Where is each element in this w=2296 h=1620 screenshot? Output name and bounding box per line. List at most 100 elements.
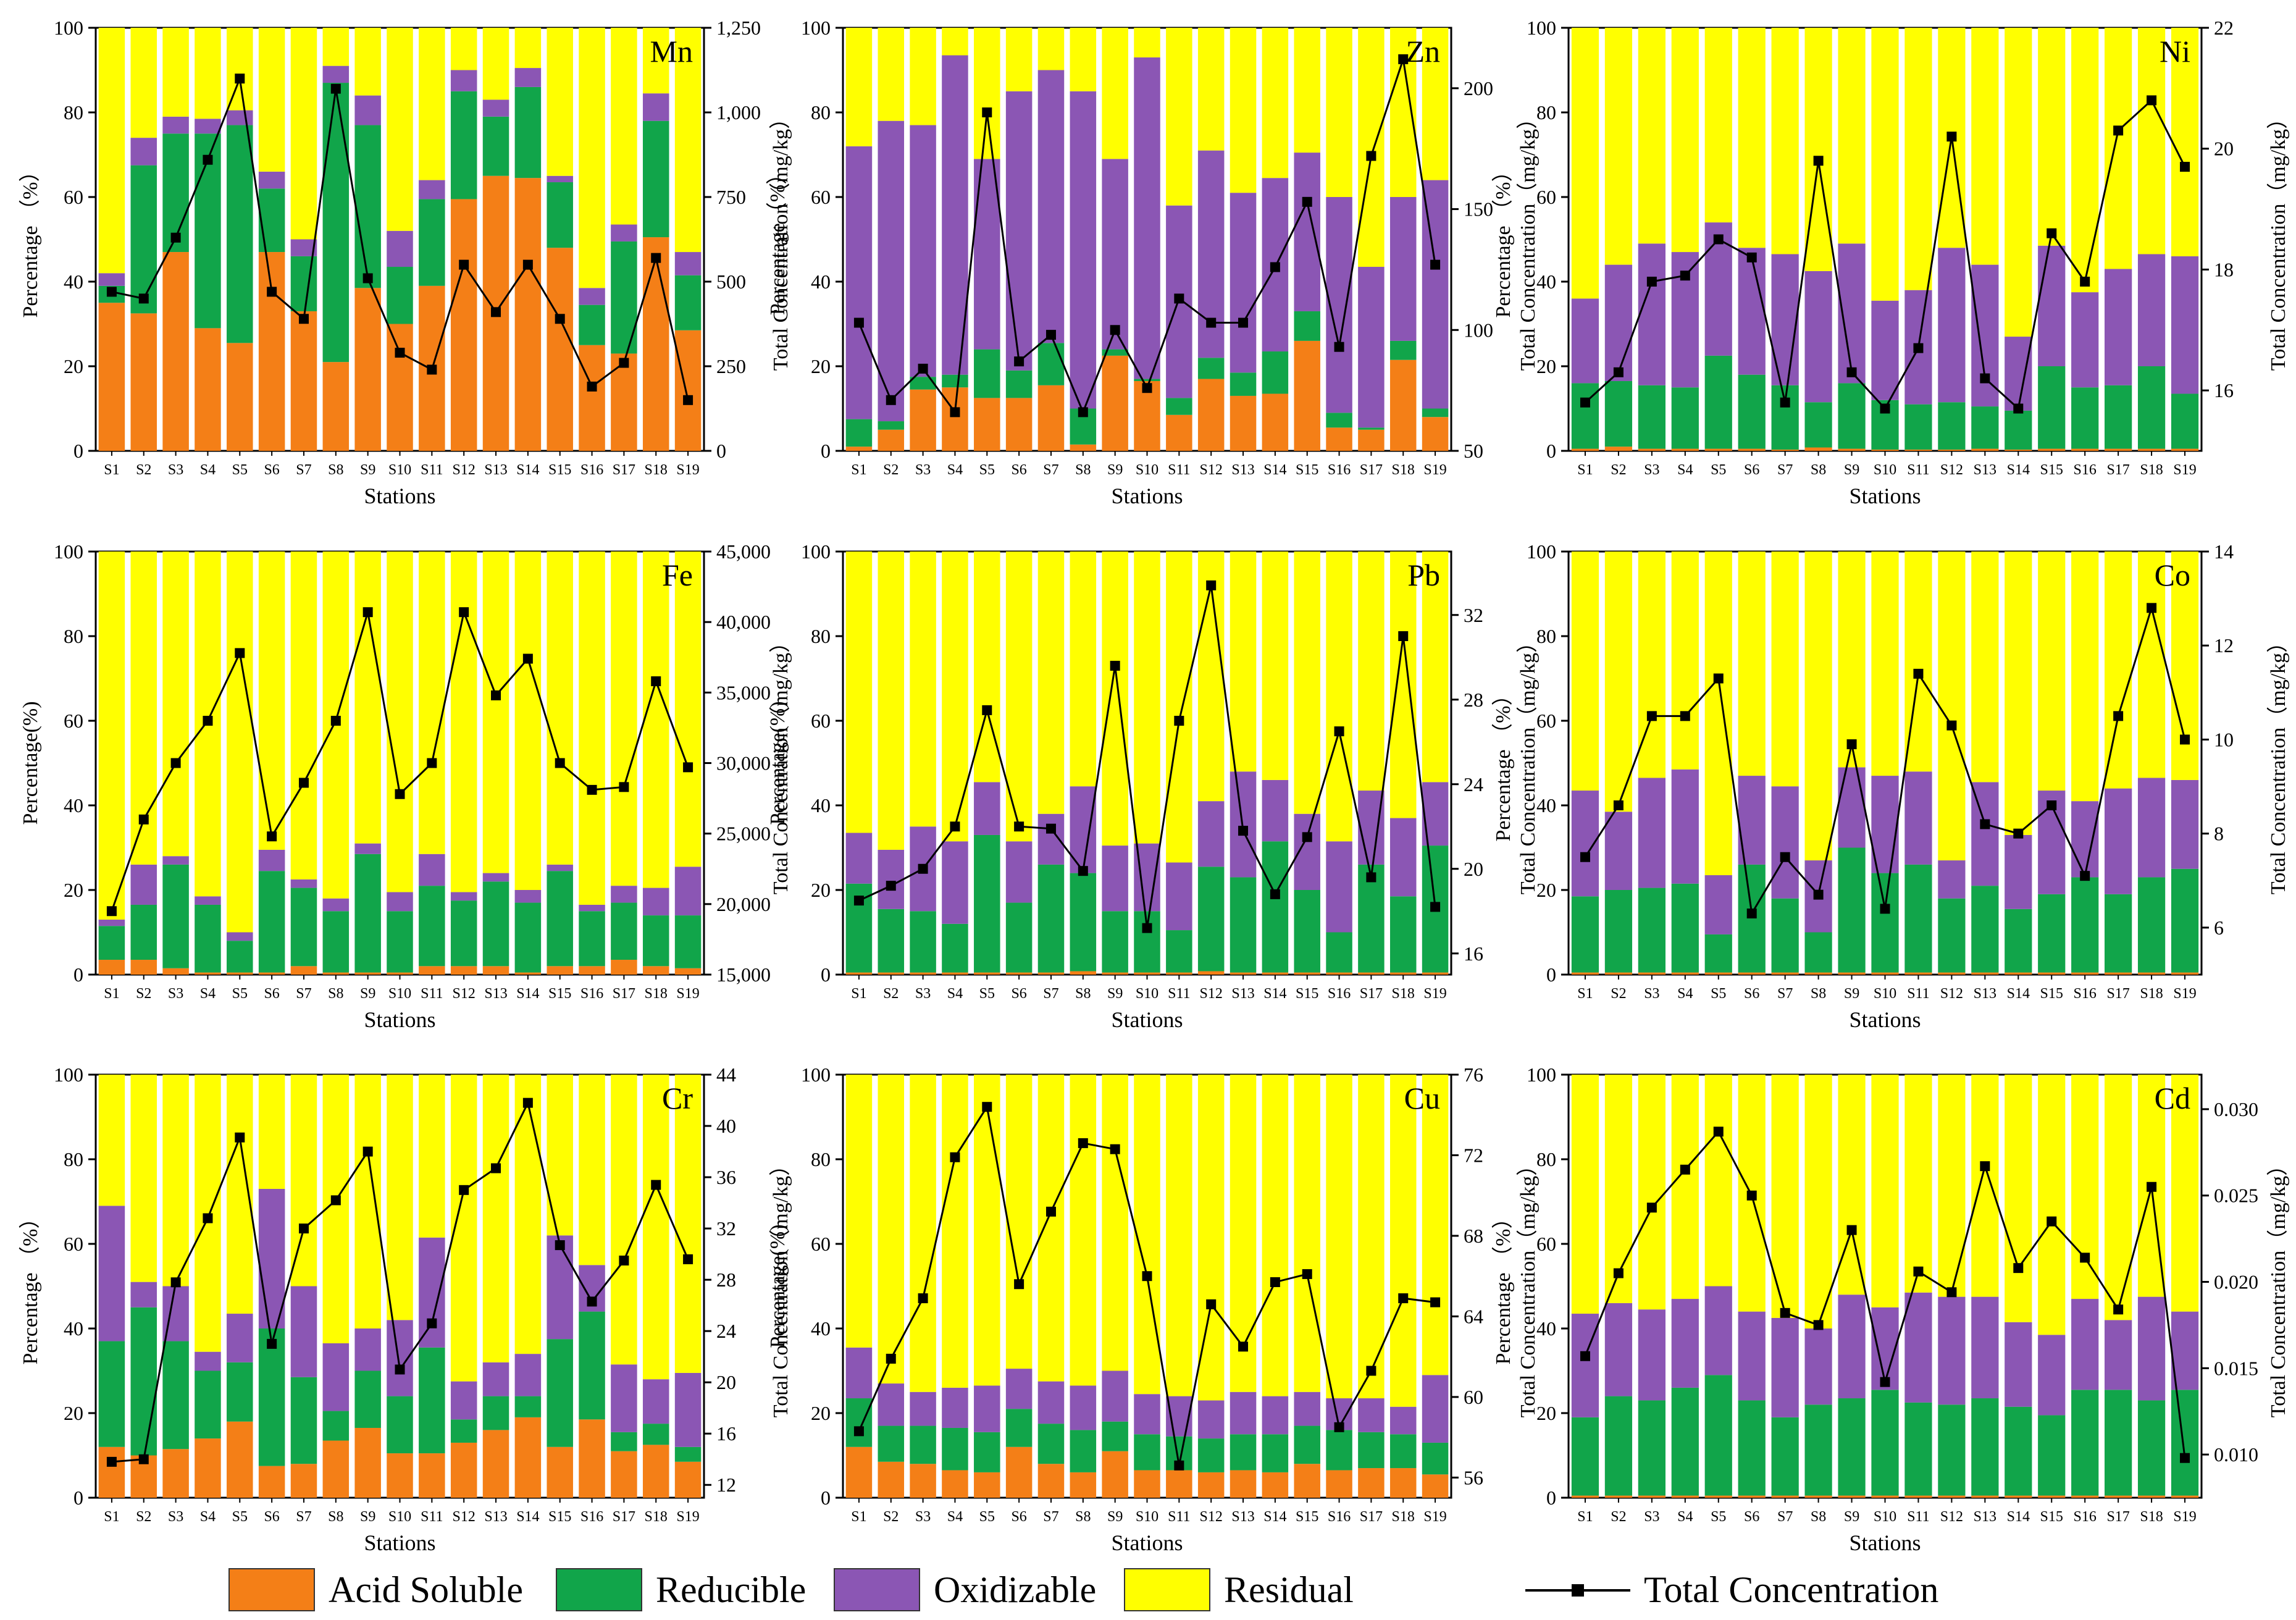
panel-cd-bar-s10-oxidizable (1871, 1307, 1899, 1390)
panel-cu-bar-s17-oxidizable (1358, 1398, 1385, 1432)
panel-co-bar-s16-reducible (2071, 877, 2099, 973)
panel-cu-bar-s10-acid-soluble (1134, 1470, 1160, 1498)
panel-zn-bar-s15-acid-soluble (1294, 340, 1320, 451)
panel-mn-x-tick-label: S10 (388, 462, 411, 478)
panel-cr-bar-s14-residual (514, 1075, 542, 1354)
panel-mn-bar-s19-oxidizable (674, 252, 702, 275)
panel-cr-bar-s7-acid-soluble (290, 1464, 317, 1498)
panel-fe-bar-s10-reducible (387, 911, 413, 973)
panel-cd-right-axis-title: Total Concentration（mg/kg） (2266, 1155, 2290, 1417)
panel-cr-bar-s9-acid-soluble (354, 1427, 381, 1498)
panel-cd-total-marker-s6 (1746, 1190, 1757, 1201)
panel-mn-bar-s2-reducible (130, 165, 157, 314)
panel-pb-total-marker-s17 (1366, 872, 1376, 883)
panel-cu-bar-s7-oxidizable (1037, 1381, 1065, 1424)
panel-cr-x-tick-label: S18 (645, 1509, 668, 1525)
panel-co-bar-s3-acid-soluble (1638, 972, 1665, 975)
panel-cd-bar-s5-oxidizable (1704, 1286, 1732, 1375)
panel-zn-total-marker-s3 (918, 363, 928, 374)
panel-cu-bar-s17-reducible (1358, 1432, 1385, 1469)
panel-pb-total-marker-s10 (1142, 923, 1152, 933)
panel-pb-bar-s7-residual (1037, 552, 1065, 814)
panel-cd-bar-s10-acid-soluble (1871, 1495, 1899, 1498)
panel-cr-bar-s11-acid-soluble (419, 1453, 445, 1498)
panel-co-bar-s16-acid-soluble (2071, 972, 2099, 975)
panel-pb-x-tick-label: S10 (1136, 986, 1158, 1002)
panel-fe-bar-s18-reducible (642, 915, 669, 967)
panel-zn-bar-s19-oxidizable (1422, 180, 1449, 409)
panel-co-bar-s5-reducible (1704, 934, 1732, 973)
panel-mn-bar-s6-reducible (258, 188, 285, 253)
panel-cd-left-tick-label: 0 (1546, 1487, 1556, 1509)
panel-cr-left-tick-label: 100 (54, 1064, 83, 1086)
panel-co-x-tick-label: S10 (1874, 986, 1896, 1002)
panel-cd-x-tick-label: S6 (1744, 1509, 1759, 1525)
panel-mn-bar-s13-reducible (482, 116, 509, 176)
panel-co-bar-s18-residual (2137, 552, 2166, 778)
panel-co-bar-s7-residual (1771, 552, 1799, 787)
panel-pb-bar-s1-residual (845, 552, 873, 833)
panel-cd-right-tick-label: 0.015 (2214, 1357, 2258, 1379)
panel-zn-bar-s6-reducible (1005, 370, 1033, 398)
panel-pb-bar-s18-oxidizable (1389, 818, 1417, 897)
panel-fe-bar-s16-residual (579, 552, 605, 905)
panel-zn-total-marker-s12 (1206, 317, 1217, 328)
panel-cr-bar-s3-reducible (162, 1341, 189, 1450)
panel-cr-x-tick-label: S15 (548, 1509, 571, 1525)
panel-cr-total-marker-s17 (619, 1255, 629, 1265)
panel-cu-bar-s8-residual (1070, 1075, 1097, 1386)
panel-pb-x-tick-label: S7 (1043, 986, 1058, 1002)
panel-cu-bar-s8-reducible (1070, 1430, 1097, 1472)
panel-fe-total-marker-s4 (203, 716, 213, 726)
panel-mn-bar-s5-reducible (227, 125, 253, 343)
panel-pb-total-marker-s7 (1045, 823, 1056, 834)
panel-pb-bar-s3-reducible (910, 911, 936, 973)
panel-pb-x-tick-label: S16 (1328, 986, 1351, 1002)
panel-zn-bar-s12-residual (1197, 28, 1225, 151)
panel-cd-bar-s7-acid-soluble (1771, 1495, 1799, 1498)
panel-cd-bar-s15-residual (2038, 1075, 2066, 1335)
panel-mn-left-tick-label: 60 (64, 186, 83, 208)
panel-zn-bar-s4-residual (942, 28, 968, 56)
panel-cu-bar-s16-acid-soluble (1326, 1470, 1352, 1498)
panel-pb-x-tick-label: S9 (1107, 986, 1123, 1002)
panel-cr-right-axis-title: Total Concentration（mg/kg） (769, 1155, 792, 1417)
panel-co-x-tick-label: S17 (2106, 986, 2129, 1002)
panel-co-bar-s4-acid-soluble (1671, 972, 1699, 975)
panel-pb-bar-s18-reducible (1389, 896, 1417, 973)
panel-ni-bar-s6-oxidizable (1738, 248, 1766, 375)
panel-ni-bar-s13-oxidizable (1971, 264, 1999, 407)
panel-pb-x-tick-label: S19 (1423, 986, 1446, 1002)
panel-zn-bar-s18-reducible (1389, 340, 1417, 360)
panel-co-bar-s15-reducible (2038, 894, 2066, 973)
panel-cu-bar-s3-acid-soluble (910, 1464, 936, 1498)
panel-cr-right-tick-label: 16 (716, 1422, 736, 1445)
panel-ni-bar-s10-oxidizable (1871, 300, 1899, 400)
panel-fe-total-marker-s6 (267, 831, 277, 842)
panel-cd-bar-s16-reducible (2071, 1390, 2099, 1496)
panel-cr-bar-s15-reducible (547, 1339, 573, 1447)
panel-pb-bar-s11-reducible (1166, 930, 1192, 973)
panel-zn-total-marker-s16 (1334, 342, 1344, 352)
panel-fe-bar-s8-reducible (322, 911, 350, 973)
panel-fe-bar-s3-acid-soluble (162, 968, 189, 975)
panel-cr-bar-s16-residual (579, 1075, 605, 1265)
panel-cr-bar-s16-acid-soluble (579, 1419, 605, 1498)
panel-ni-bar-s15-residual (2038, 28, 2066, 246)
panel-cd-x-tick-label: S5 (1711, 1509, 1726, 1525)
panel-zn-bar-s11-reducible (1166, 398, 1192, 415)
panel-co-x-tick-label: S4 (1677, 986, 1693, 1002)
panel-fe-bar-s5-residual (227, 552, 253, 933)
panel-cr-total-marker-s7 (298, 1223, 309, 1234)
panel-ni-total-marker-s16 (2080, 277, 2090, 287)
panel-fe-x-tick-label: S17 (613, 986, 635, 1002)
panel-zn-bar-s7-residual (1037, 28, 1065, 70)
legend-item-acid-soluble: Acid Soluble (228, 1566, 523, 1613)
panel-cu-total-marker-s17 (1366, 1366, 1376, 1376)
panel-cu-bar-s6-residual (1005, 1075, 1033, 1369)
panel-mn-total-marker-s16 (587, 381, 597, 392)
panel-ni-bar-s15-oxidizable (2038, 245, 2066, 366)
panel-zn-left-tick-label: 0 (821, 440, 831, 462)
panel-ni-bar-s19-residual (2171, 28, 2199, 256)
panel-cr-bar-s17-residual (611, 1075, 637, 1365)
